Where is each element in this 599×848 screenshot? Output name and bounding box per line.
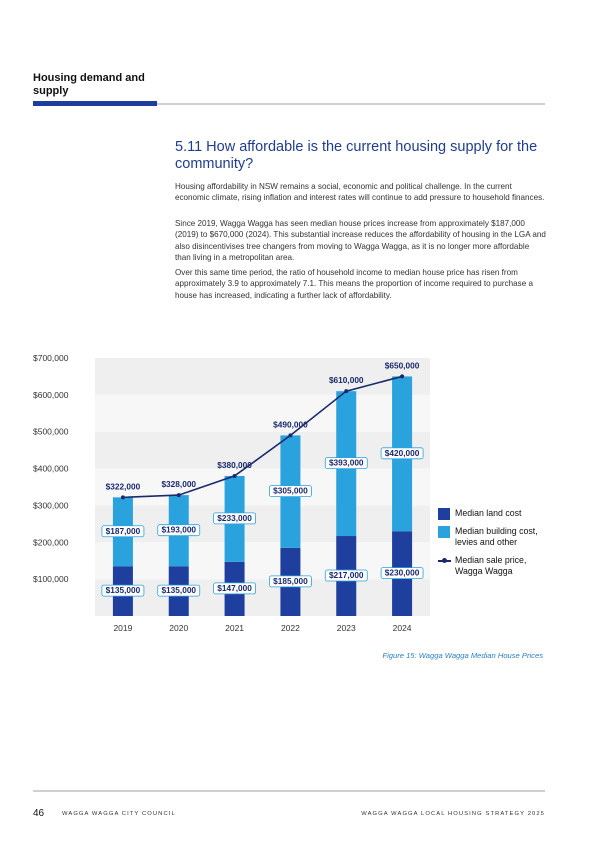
data-label-group: $217,000 xyxy=(324,569,368,582)
data-label-group: $420,000 xyxy=(380,447,424,460)
data-label-box xyxy=(269,575,312,588)
data-label: $147,000 xyxy=(217,583,252,593)
grid-band xyxy=(95,468,430,506)
paragraph: Housing affordability in NSW remains a s… xyxy=(175,182,545,203)
figure-caption: Figure 15: Wagga Wagga Median House Pric… xyxy=(382,651,543,660)
data-label-group: $135,000 xyxy=(101,584,145,597)
data-label-group: $305,000 xyxy=(269,485,312,498)
data-label-group: $187,000 xyxy=(101,525,145,538)
x-tick-label: 2019 xyxy=(113,623,132,633)
data-label: $380,000 xyxy=(217,460,252,470)
data-label: $420,000 xyxy=(385,448,420,458)
data-label: $305,000 xyxy=(273,486,308,496)
y-tick-label: $600,000 xyxy=(33,390,69,400)
legend-swatch xyxy=(438,558,451,563)
data-label: $650,000 xyxy=(385,360,420,370)
data-label: $135,000 xyxy=(106,585,141,595)
y-tick-label: $400,000 xyxy=(33,464,69,474)
data-label-box xyxy=(101,584,145,597)
y-tick-label: $100,000 xyxy=(33,574,69,584)
data-label: $328,000 xyxy=(161,479,196,489)
footer-left: WAGGA WAGGA CITY COUNCIL xyxy=(62,811,176,817)
data-label: $185,000 xyxy=(273,576,308,586)
x-tick-label: 2023 xyxy=(337,623,356,633)
data-label-group: $230,000 xyxy=(380,567,424,580)
line-point xyxy=(176,493,181,498)
data-label-group: $185,000 xyxy=(269,575,312,588)
grid-band xyxy=(95,431,430,469)
grid-band xyxy=(95,358,430,395)
data-label: $322,000 xyxy=(106,481,141,491)
data-label-box xyxy=(157,524,201,537)
grid-band xyxy=(95,505,430,543)
data-label: $610,000 xyxy=(329,375,364,385)
legend-label: Median sale price, Wagga Wagga xyxy=(455,555,527,576)
grid-band xyxy=(95,394,430,432)
data-label-box xyxy=(213,512,256,525)
line-point xyxy=(344,389,349,394)
section-title: Housing demand and supply xyxy=(33,72,145,97)
line-point xyxy=(288,433,293,438)
data-label-box xyxy=(324,569,368,582)
y-tick-label: $300,000 xyxy=(33,500,69,510)
legend-swatch xyxy=(438,526,450,538)
x-tick-label: 2022 xyxy=(281,623,300,633)
data-label-group: $393,000 xyxy=(324,457,368,469)
section-bar xyxy=(33,101,157,106)
line-point xyxy=(400,374,405,379)
data-label-box xyxy=(157,584,201,597)
data-label: $193,000 xyxy=(161,525,196,535)
data-label-group: $135,000 xyxy=(157,584,201,597)
line xyxy=(122,375,403,499)
grid-band xyxy=(95,579,430,616)
x-tick-label: 2021 xyxy=(225,623,244,633)
grid-band xyxy=(95,542,430,580)
data-label-box xyxy=(380,447,424,460)
data-label-group: $193,000 xyxy=(157,524,201,537)
y-tick-label: $500,000 xyxy=(33,427,69,437)
chart: $100,000 $200,000 $300,000 $400,000 $500,000… xyxy=(33,353,430,633)
line-point xyxy=(120,495,125,500)
data-label: $490,000 xyxy=(273,419,308,429)
data-label-box xyxy=(380,567,424,580)
data-label-box xyxy=(101,525,145,538)
y-tick-label: $700,000 xyxy=(33,353,69,363)
data-label: $135,000 xyxy=(161,585,196,595)
data-label: $233,000 xyxy=(217,513,252,523)
paragraph: Over this same time period, the ratio of… xyxy=(175,268,533,300)
data-label-group: $147,000 xyxy=(213,582,256,595)
data-label-box xyxy=(213,582,256,595)
legend-swatch xyxy=(438,508,450,520)
data-label: $230,000 xyxy=(385,568,420,578)
data-label: $393,000 xyxy=(329,458,364,468)
paragraph: Since 2019, Wagga Wagga has seen median … xyxy=(175,219,546,263)
data-label-box xyxy=(324,457,368,469)
legend-marker xyxy=(442,558,447,563)
x-tick-label: 2020 xyxy=(169,623,188,633)
data-label-box xyxy=(269,485,312,498)
data-label: $187,000 xyxy=(106,526,141,536)
heading: 5.11 How affordable is the current housi… xyxy=(175,139,538,172)
data-label: $217,000 xyxy=(329,570,364,580)
legend-label: Median building cost, levies and other xyxy=(455,526,538,547)
footer-right: WAGGA WAGGA LOCAL HOUSING STRATEGY 2025 xyxy=(361,811,545,817)
data-label-group: $233,000 xyxy=(213,512,256,525)
x-tick-label: 2024 xyxy=(393,623,412,633)
y-tick-label: $200,000 xyxy=(33,537,69,547)
page-number: 46 xyxy=(33,808,45,819)
line-point xyxy=(232,473,237,478)
legend-label: Median land cost xyxy=(455,508,522,518)
